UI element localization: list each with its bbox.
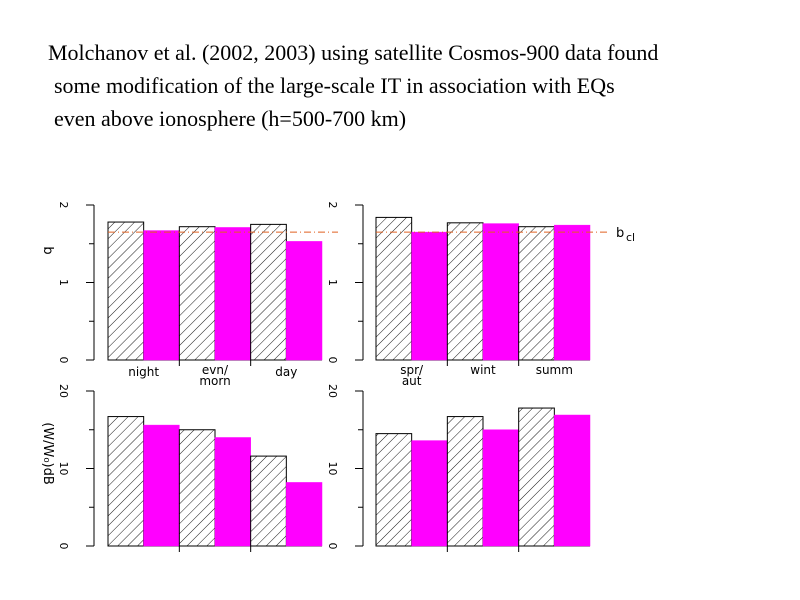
x-category-label: evn/ — [202, 363, 229, 377]
y-tick-label: 2 — [57, 202, 70, 209]
title-line-1: Molchanov et al. (2002, 2003) using sate… — [48, 40, 659, 65]
threshold-label: b — [616, 226, 624, 241]
y-tick-label: 20 — [326, 384, 339, 398]
chart-panel-2: 0 1 2 spr/aut wint summ b cl — [326, 202, 635, 389]
threshold-label-subscript: cl — [626, 231, 635, 244]
bar-hatched-2 — [446, 222, 484, 361]
chart-panel-4: 0 10 20 — [326, 384, 591, 552]
y-tick-label: 0 — [57, 543, 70, 550]
x-category-label: spr/ — [400, 363, 424, 377]
bar-magenta-1 — [411, 440, 448, 547]
bar-hatched-3 — [250, 455, 287, 547]
y-tick-label: 1 — [326, 279, 339, 286]
bar-hatched-2 — [446, 416, 484, 547]
y-axis-title: (W/W₀)dB — [40, 422, 55, 485]
chart-panel-1: 0 1 2 night evn/morn day b — [40, 202, 338, 388]
y-tick-label: 0 — [57, 357, 70, 364]
x-category-label: day — [275, 365, 297, 379]
x-category-label: summ — [536, 363, 573, 377]
bar-hatched-1 — [375, 433, 413, 547]
bar-hatched-1 — [107, 416, 145, 547]
title-line-3: even above ionosphere (h=500-700 km) — [54, 106, 407, 131]
y-tick-label: 10 — [57, 462, 70, 476]
bar-magenta-2 — [214, 437, 251, 547]
bar-magenta-3 — [554, 224, 591, 361]
x-category-label: wint — [470, 363, 496, 377]
x-category-label: morn — [199, 374, 230, 388]
bar-magenta-2 — [482, 429, 519, 547]
bar-magenta-2 — [482, 223, 519, 361]
bar-hatched-3 — [518, 407, 555, 547]
bar-hatched-1 — [107, 221, 145, 361]
bar-magenta-3 — [554, 414, 591, 547]
bar-magenta-1 — [411, 231, 448, 361]
x-category-label: night — [128, 365, 159, 379]
bar-magenta-2 — [214, 227, 251, 361]
x-category-label: aut — [402, 374, 422, 388]
chart-panel-3: 0 10 20 (W/W₀)dB — [40, 384, 323, 552]
y-tick-label: 2 — [326, 202, 339, 209]
bar-hatched-3 — [250, 223, 287, 361]
bar-magenta-3 — [286, 482, 323, 547]
y-tick-label: 0 — [326, 357, 339, 364]
bar-hatched-2 — [178, 429, 216, 547]
y-tick-label: 0 — [326, 543, 339, 550]
bar-hatched-3 — [518, 226, 555, 361]
y-tick-label: 10 — [326, 462, 339, 476]
bar-magenta-1 — [143, 230, 180, 361]
y-axis-title: b — [40, 246, 55, 254]
title-line-2: some modification of the large-scale IT … — [54, 73, 615, 98]
y-tick-label: 1 — [57, 279, 70, 286]
bar-magenta-3 — [286, 241, 323, 361]
bar-hatched-1 — [375, 216, 413, 361]
bar-magenta-1 — [143, 424, 180, 547]
y-tick-label: 20 — [57, 384, 70, 398]
bar-hatched-2 — [178, 226, 216, 361]
